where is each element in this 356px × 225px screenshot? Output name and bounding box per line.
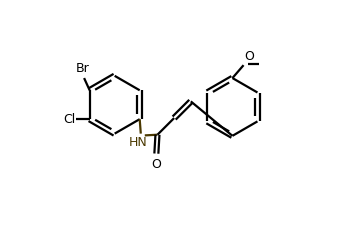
Text: O: O [245, 50, 255, 63]
Text: O: O [151, 158, 161, 171]
Text: Br: Br [76, 62, 90, 75]
Text: Cl: Cl [63, 113, 75, 126]
Text: HN: HN [129, 136, 148, 149]
